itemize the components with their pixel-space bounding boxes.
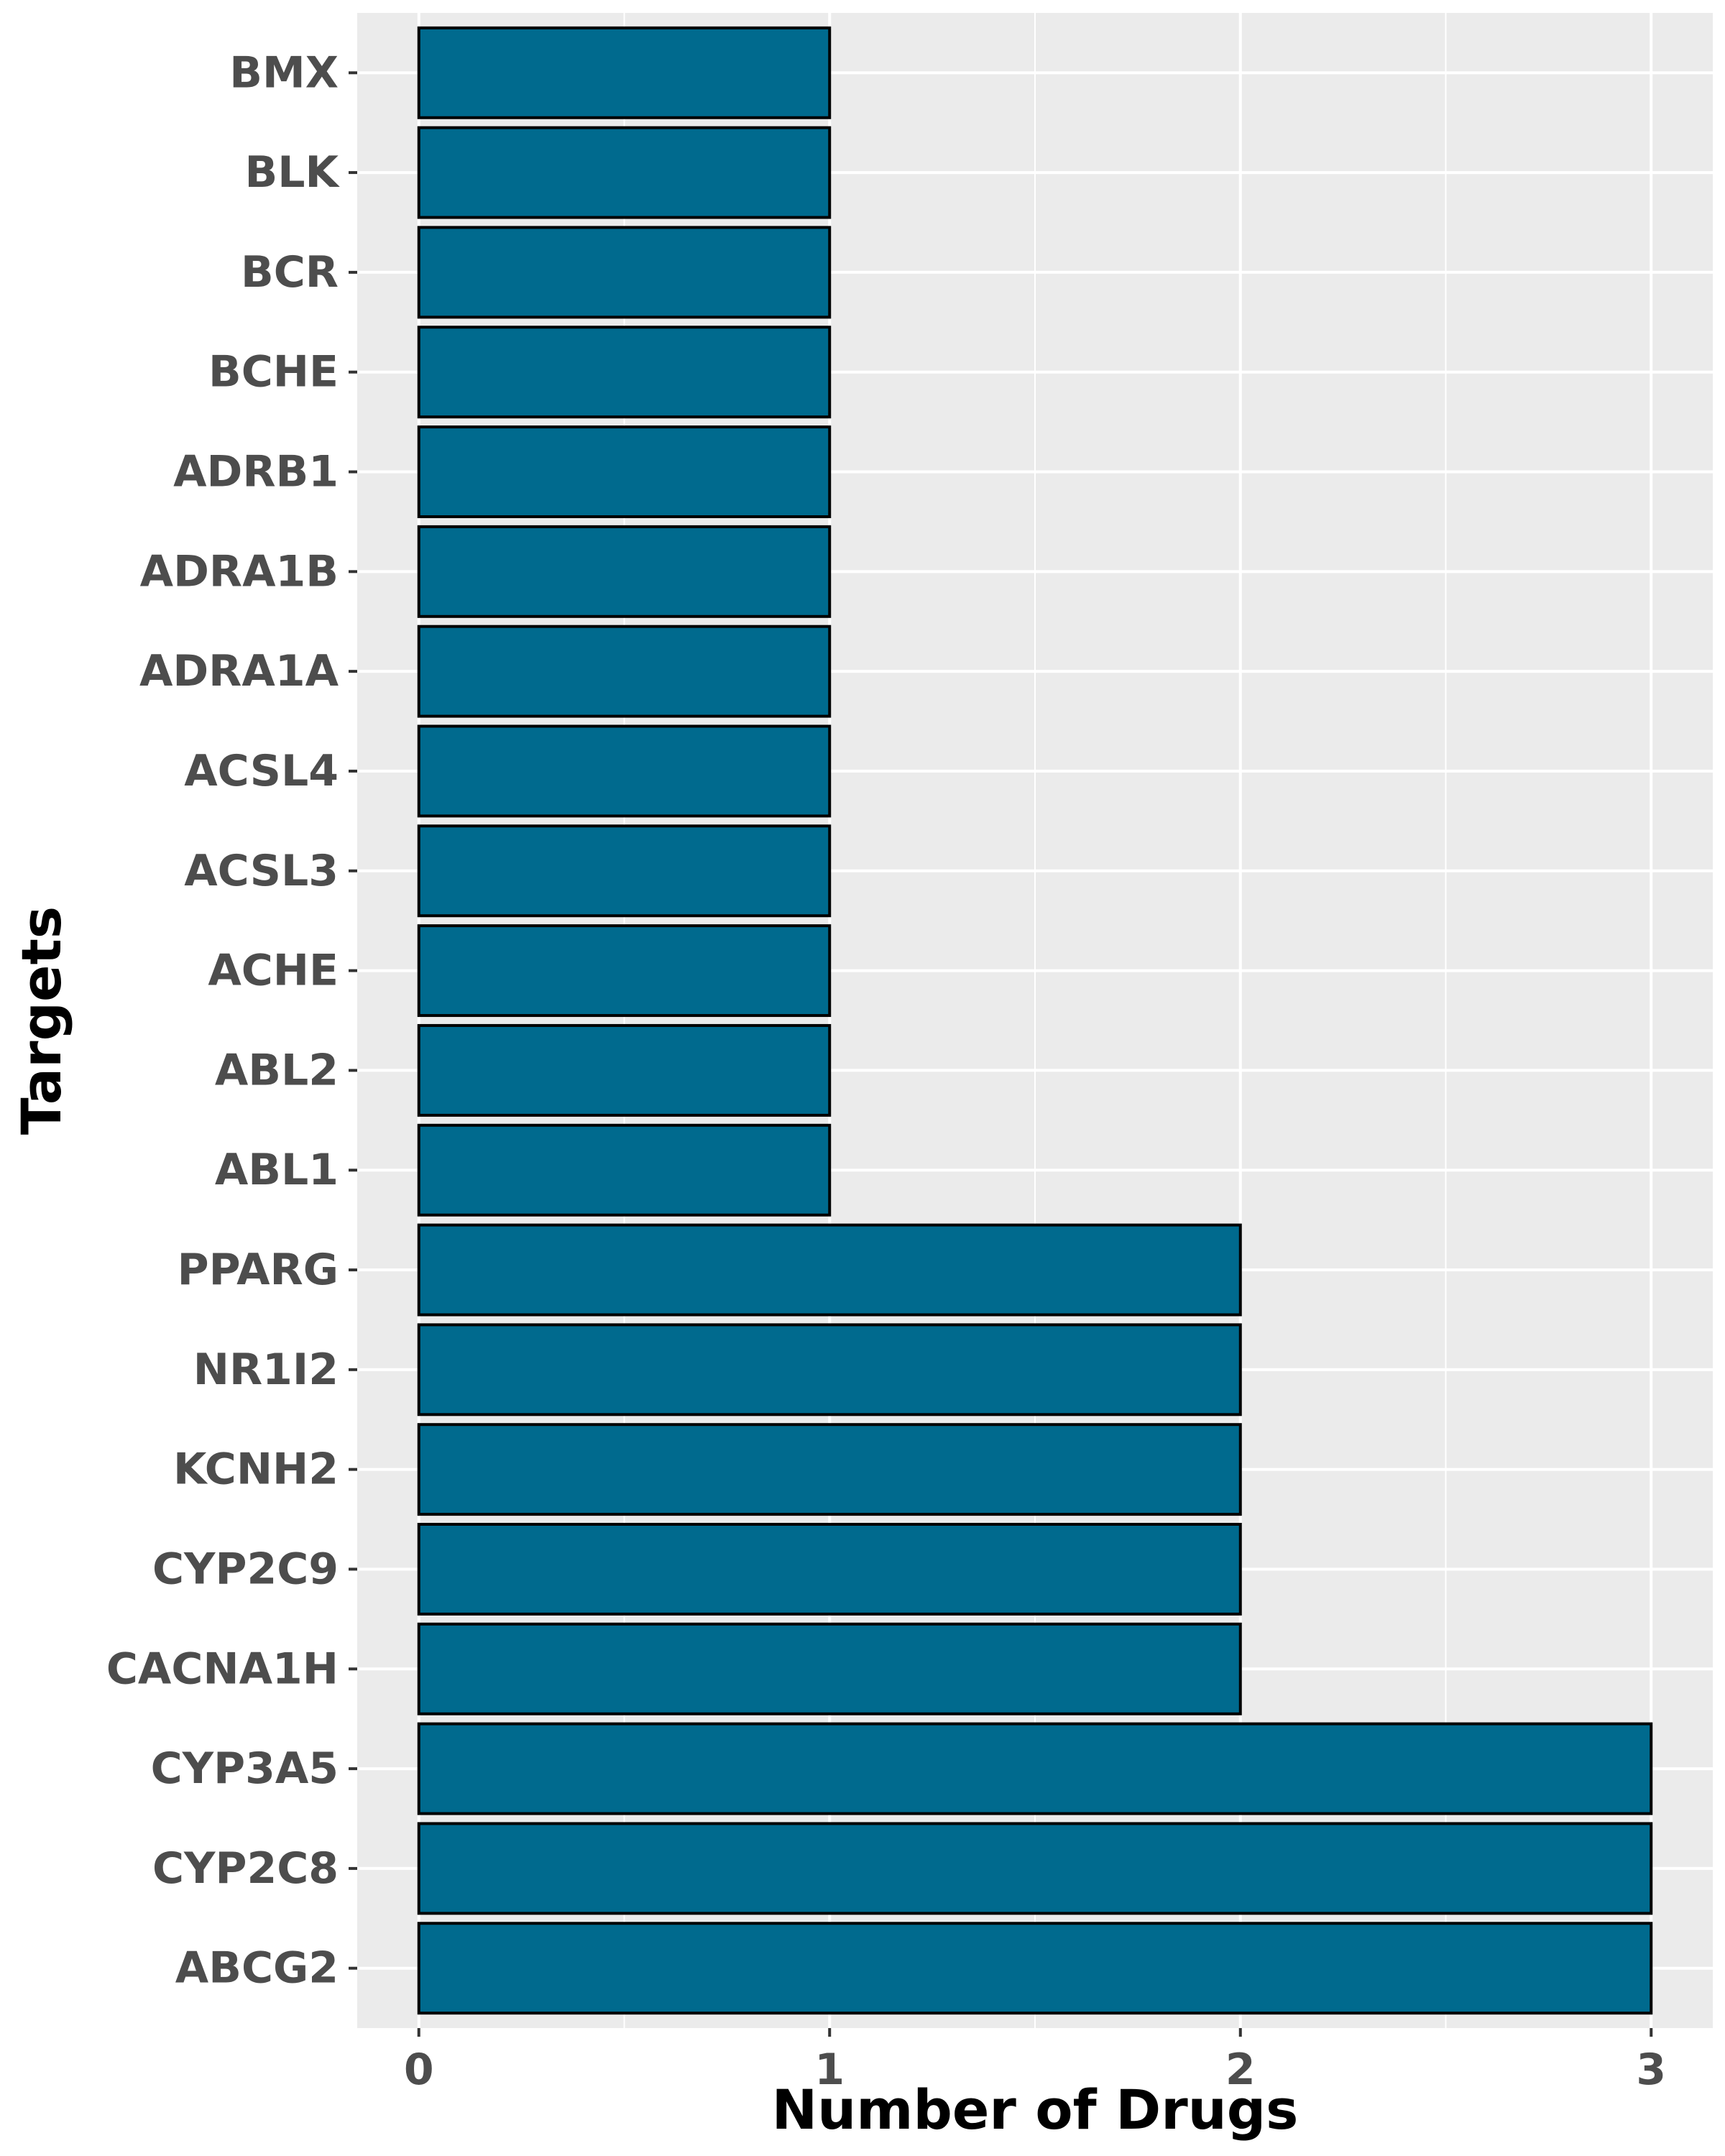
x-tick-label: 1 [814,2045,845,2095]
y-tick-label: ACSL3 [184,846,339,896]
y-tick-label: BCHE [208,347,339,397]
x-tick-label: 2 [1225,2045,1256,2095]
bar-abl1 [417,1123,832,1217]
bar-ache [417,924,832,1018]
x-tick-label: 3 [1636,2045,1666,2095]
y-tick-label: ABL2 [215,1045,339,1095]
bar-cyp2c8 [417,1822,1653,1915]
bar-cyp3a5 [417,1722,1653,1815]
x-tick-label: 0 [404,2045,434,2095]
bar-adra1b [417,525,832,618]
bar-bmx [417,26,832,119]
y-tick-label: ABCG2 [175,1943,339,1994]
y-tick-label: KCNH2 [173,1445,339,1495]
y-tick-label: ADRB1 [173,447,339,497]
bar-abcg2 [417,1922,1653,2015]
y-tick-label: ACSL4 [184,746,339,796]
bar-blk [417,126,832,219]
bar-bcr [417,226,832,319]
bars [417,26,1653,2015]
bar-abl2 [417,1023,832,1117]
y-tick-label: ADRA1A [139,646,339,696]
y-tick-label: ADRA1B [140,546,339,596]
y-tick-label: CACNA1H [106,1644,339,1694]
bar-acsl4 [417,724,832,818]
y-tick-label: CYP2C9 [152,1544,339,1594]
y-tick-label: ACHE [208,946,339,996]
y-tick-label: CYP2C8 [152,1843,339,1894]
bar-pparg [417,1223,1242,1317]
y-axis: ABCG2 CYP2C8 CYP3A5 CACNA1H CYP2C9 KCNH2 NR1I2… [106,47,357,1994]
bar-nr1i2 [417,1323,1242,1416]
bar-acsl3 [417,824,832,918]
bar-cacna1h [417,1622,1242,1715]
x-axis: 0 1 2 3 [404,2028,1666,2095]
x-axis-title: Number of Drugs [772,2078,1299,2142]
y-tick-label: PPARG [178,1245,339,1295]
y-tick-label: ABL1 [215,1145,339,1195]
bar-adra1a [417,625,832,718]
bar-kcnh2 [417,1423,1242,1516]
y-tick-label: NR1I2 [193,1345,339,1395]
y-tick-label: BCR [241,247,339,298]
bar-adrb1 [417,425,832,519]
y-axis-title: Targets [9,906,73,1135]
y-tick-label: BLK [245,147,341,198]
y-tick-label: CYP3A5 [151,1743,339,1794]
bar-cyp2c9 [417,1523,1242,1616]
y-tick-label: BMX [229,47,339,98]
bar-bche [417,326,832,419]
